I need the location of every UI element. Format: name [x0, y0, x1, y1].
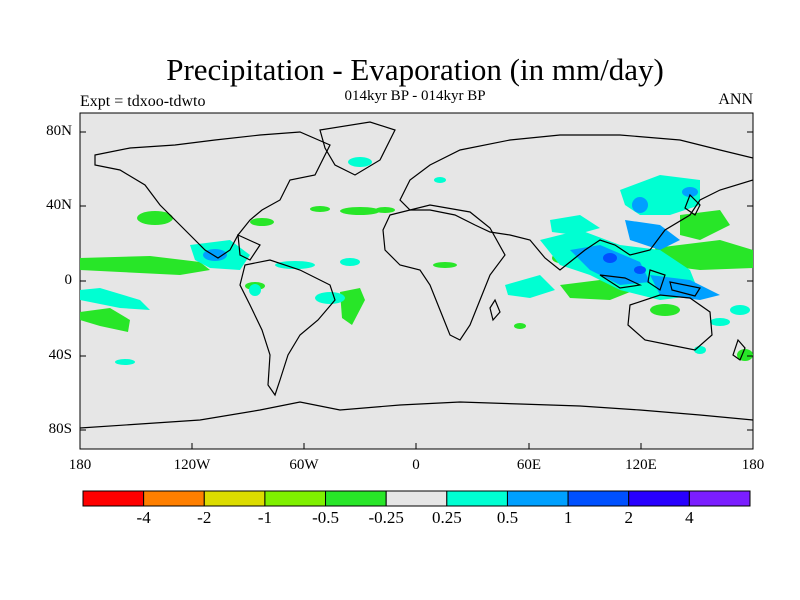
axis-ticks — [79, 131, 754, 449]
colorbar-swatch — [506, 490, 569, 507]
y-tick-label: 80S — [48, 421, 72, 437]
chart-title: Precipitation - Evaporation (in mm/day) — [166, 52, 664, 87]
y-tick-label: 80N — [46, 123, 72, 139]
y-tick-label: 40N — [46, 197, 72, 213]
y-tick-label: 0 — [64, 272, 73, 288]
season-label: ANN — [718, 91, 753, 108]
colorbar-swatch — [264, 490, 327, 507]
colorbar-swatch — [385, 490, 448, 507]
y-tick-label: 40S — [48, 347, 72, 363]
x-tick-label: 0 — [412, 457, 420, 473]
x-tick-label: 60E — [516, 457, 542, 473]
coastlines — [80, 121, 753, 429]
colorbar-label: 1 — [563, 508, 573, 527]
colorbar-label: 0.25 — [431, 508, 462, 527]
x-tick-label: 120E — [625, 457, 657, 473]
colorbar-swatch — [203, 490, 266, 507]
colorbar-label: 4 — [685, 508, 694, 527]
x-tick-label: 60W — [289, 457, 319, 473]
contour-fills — [80, 157, 753, 365]
colorbar-swatch — [567, 490, 630, 507]
colorbar — [82, 490, 751, 507]
colorbar-swatch — [688, 490, 751, 507]
colorbar-label: -4 — [136, 508, 151, 527]
x-tick-label: 120W — [173, 457, 211, 473]
colorbar-swatch — [82, 490, 145, 507]
colorbar-label: -0.5 — [312, 508, 339, 527]
colorbar-label: -1 — [257, 508, 272, 527]
experiment-label: Expt = tdxoo-tdwto — [80, 93, 206, 110]
colorbar-label: 2 — [624, 508, 633, 527]
colorbar-swatch — [143, 490, 205, 507]
chart-subtitle: 014kyr BP - 014kyr BP — [344, 88, 486, 104]
colorbar-swatch — [628, 490, 690, 507]
colorbar-swatch — [325, 490, 387, 507]
colorbar-label: -0.25 — [368, 508, 404, 527]
x-tick-label: 180 — [741, 457, 765, 473]
x-tick-label: 180 — [68, 457, 92, 473]
colorbar-label: 0.5 — [496, 508, 519, 527]
colorbar-label: -2 — [197, 508, 212, 527]
colorbar-swatch — [446, 490, 508, 507]
